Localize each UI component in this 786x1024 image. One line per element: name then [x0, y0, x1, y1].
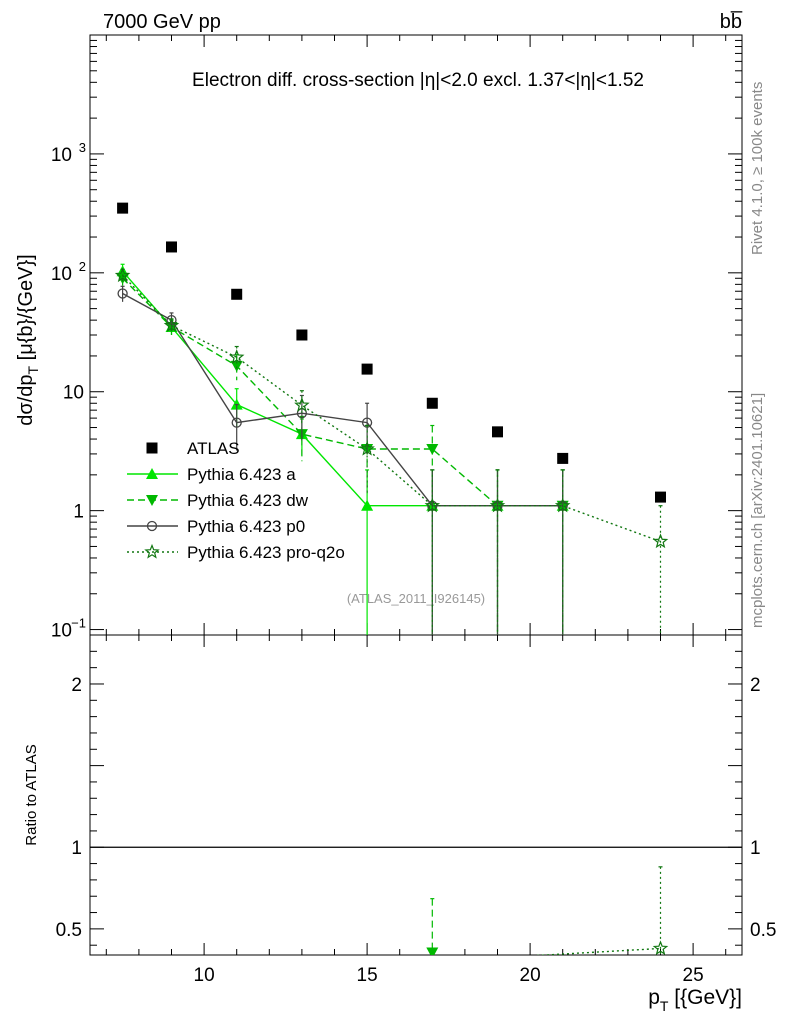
ratio-y-tick-label-right: 0.5 — [750, 920, 776, 941]
legend-label: Pythia 6.423 a — [187, 465, 296, 484]
ratio-data-point — [652, 940, 669, 955]
data-point — [655, 491, 666, 503]
legend-entry: Pythia 6.423 a — [127, 465, 296, 484]
main-title: Electron diff. cross-section |η|<2.0 exc… — [192, 70, 644, 91]
data-point — [359, 440, 375, 456]
data-point — [652, 533, 669, 549]
ratio-y-tick-label: 1 — [71, 838, 82, 859]
ratio-series-line — [533, 947, 661, 955]
data-point — [231, 288, 243, 300]
data-point — [114, 267, 131, 283]
legend-marker — [146, 520, 158, 532]
legend-marker — [144, 543, 160, 559]
legend-label: Pythia 6.423 pro-q2o — [187, 543, 345, 562]
data-point — [361, 363, 373, 375]
data-point — [489, 497, 506, 513]
data-point — [296, 329, 308, 341]
ratio-axes: 10 15 20 25 0.5 0.5 1 1 2 2 — [56, 635, 776, 986]
x-tick-label: 10 — [194, 965, 215, 986]
series-pythia-6-423-a — [116, 263, 569, 635]
watermark-label: (ATLAS_2011_I926145) — [347, 591, 485, 606]
legend-entry: Pythia 6.423 dw — [127, 491, 309, 510]
series-line — [122, 277, 563, 507]
legend-label: Pythia 6.423 p0 — [187, 517, 305, 536]
ratio-y-axis-label: Ratio to ATLAS — [23, 744, 40, 845]
legend-marker — [146, 442, 158, 454]
data-point — [230, 360, 243, 372]
legend-marker — [146, 468, 158, 479]
series-pythia-6-423-p0 — [117, 285, 568, 635]
x-tick-label: 20 — [520, 965, 541, 986]
data-point — [426, 443, 439, 455]
main-series-group — [114, 202, 669, 635]
series-line — [122, 292, 563, 507]
mcplots-label: mcplots.cern.ch [arXiv:2401.10621] — [749, 393, 766, 628]
data-point — [557, 452, 569, 464]
legend: ATLAS Pythia 6.423 a Pythia 6.423 dw Pythia… — [127, 439, 345, 562]
energy-label: 7000 GeV pp — [103, 11, 221, 33]
ratio-series-pythia-6-423-pro-q2o — [533, 866, 669, 955]
legend-label: ATLAS — [187, 439, 240, 458]
data-point — [426, 397, 438, 409]
data-point — [294, 397, 310, 412]
y-tick-label: 10 — [63, 383, 84, 404]
ratio-y-tick-label-right: 1 — [750, 838, 761, 859]
y-tick-label-exponent: 3 — [79, 140, 86, 155]
data-point — [554, 497, 571, 513]
legend-entry: ATLAS — [146, 439, 240, 458]
y-tick-label-exponent: 2 — [79, 259, 86, 274]
ratio-series-pythia-6-423-dw — [426, 898, 439, 955]
data-point — [231, 417, 242, 428]
y-tick-label: 10 — [51, 145, 72, 166]
main-y-axis-label: dσ/dpT [μ{b}/{GeV}] — [15, 254, 41, 425]
data-point — [166, 241, 177, 253]
process-label: bb̅ — [720, 10, 743, 33]
y-tick-label-exponent: −1 — [71, 616, 86, 631]
ratio-y-tick-label: 0.5 — [56, 920, 82, 941]
x-tick-label: 15 — [357, 965, 378, 986]
series-pythia-6-423-dw — [116, 271, 569, 635]
series-pythia-6-423-pro-q2o — [114, 267, 669, 635]
legend-marker — [146, 495, 158, 506]
y-tick-label: 10 — [51, 264, 72, 285]
ratio-plot-frame — [89, 634, 743, 956]
data-point — [228, 349, 245, 364]
data-point — [492, 426, 503, 438]
data-point — [163, 317, 180, 333]
ratio-y-tick-label: 2 — [71, 675, 82, 696]
legend-entry: Pythia 6.423 p0 — [127, 517, 305, 536]
legend-entry: Pythia 6.423 pro-q2o — [127, 543, 345, 562]
rivet-version-label: Rivet 4.1.0, ≥ 100k events — [749, 82, 766, 255]
data-point — [117, 202, 129, 214]
ratio-y-tick-label-right: 2 — [750, 675, 761, 696]
data-point — [361, 499, 374, 511]
series-atlas — [117, 202, 666, 503]
x-tick-label: 25 — [683, 965, 704, 986]
series-line — [122, 274, 661, 543]
y-tick-label: 1 — [73, 502, 84, 523]
ratio-data-point — [426, 947, 439, 955]
legend-label: Pythia 6.423 dw — [187, 491, 309, 510]
y-tick-label: 10 — [51, 621, 72, 642]
ratio-series-group — [426, 866, 669, 955]
data-point — [424, 497, 441, 513]
data-point — [117, 288, 128, 299]
x-axis-label: pT [{GeV}] — [648, 986, 742, 1014]
